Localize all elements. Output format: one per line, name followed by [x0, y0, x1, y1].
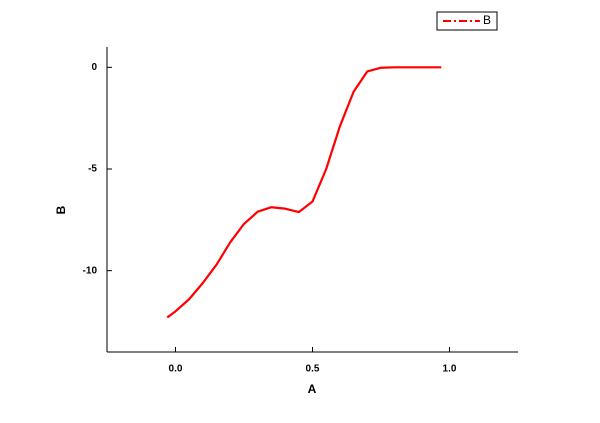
- y-tick-label: 0: [91, 62, 97, 73]
- legend-label: B: [483, 13, 491, 27]
- x-tick-label: 1.0: [443, 364, 457, 375]
- y-axis-label: B: [54, 205, 68, 214]
- x-axis-label: A: [308, 382, 317, 396]
- line-series: [166, 66, 442, 319]
- x-tick-label: 0.5: [306, 364, 320, 375]
- y-tick-label: -10: [83, 265, 98, 276]
- x-tick-label: 0.0: [169, 364, 183, 375]
- y-tick-label: -5: [88, 164, 97, 175]
- legend: B: [436, 11, 498, 31]
